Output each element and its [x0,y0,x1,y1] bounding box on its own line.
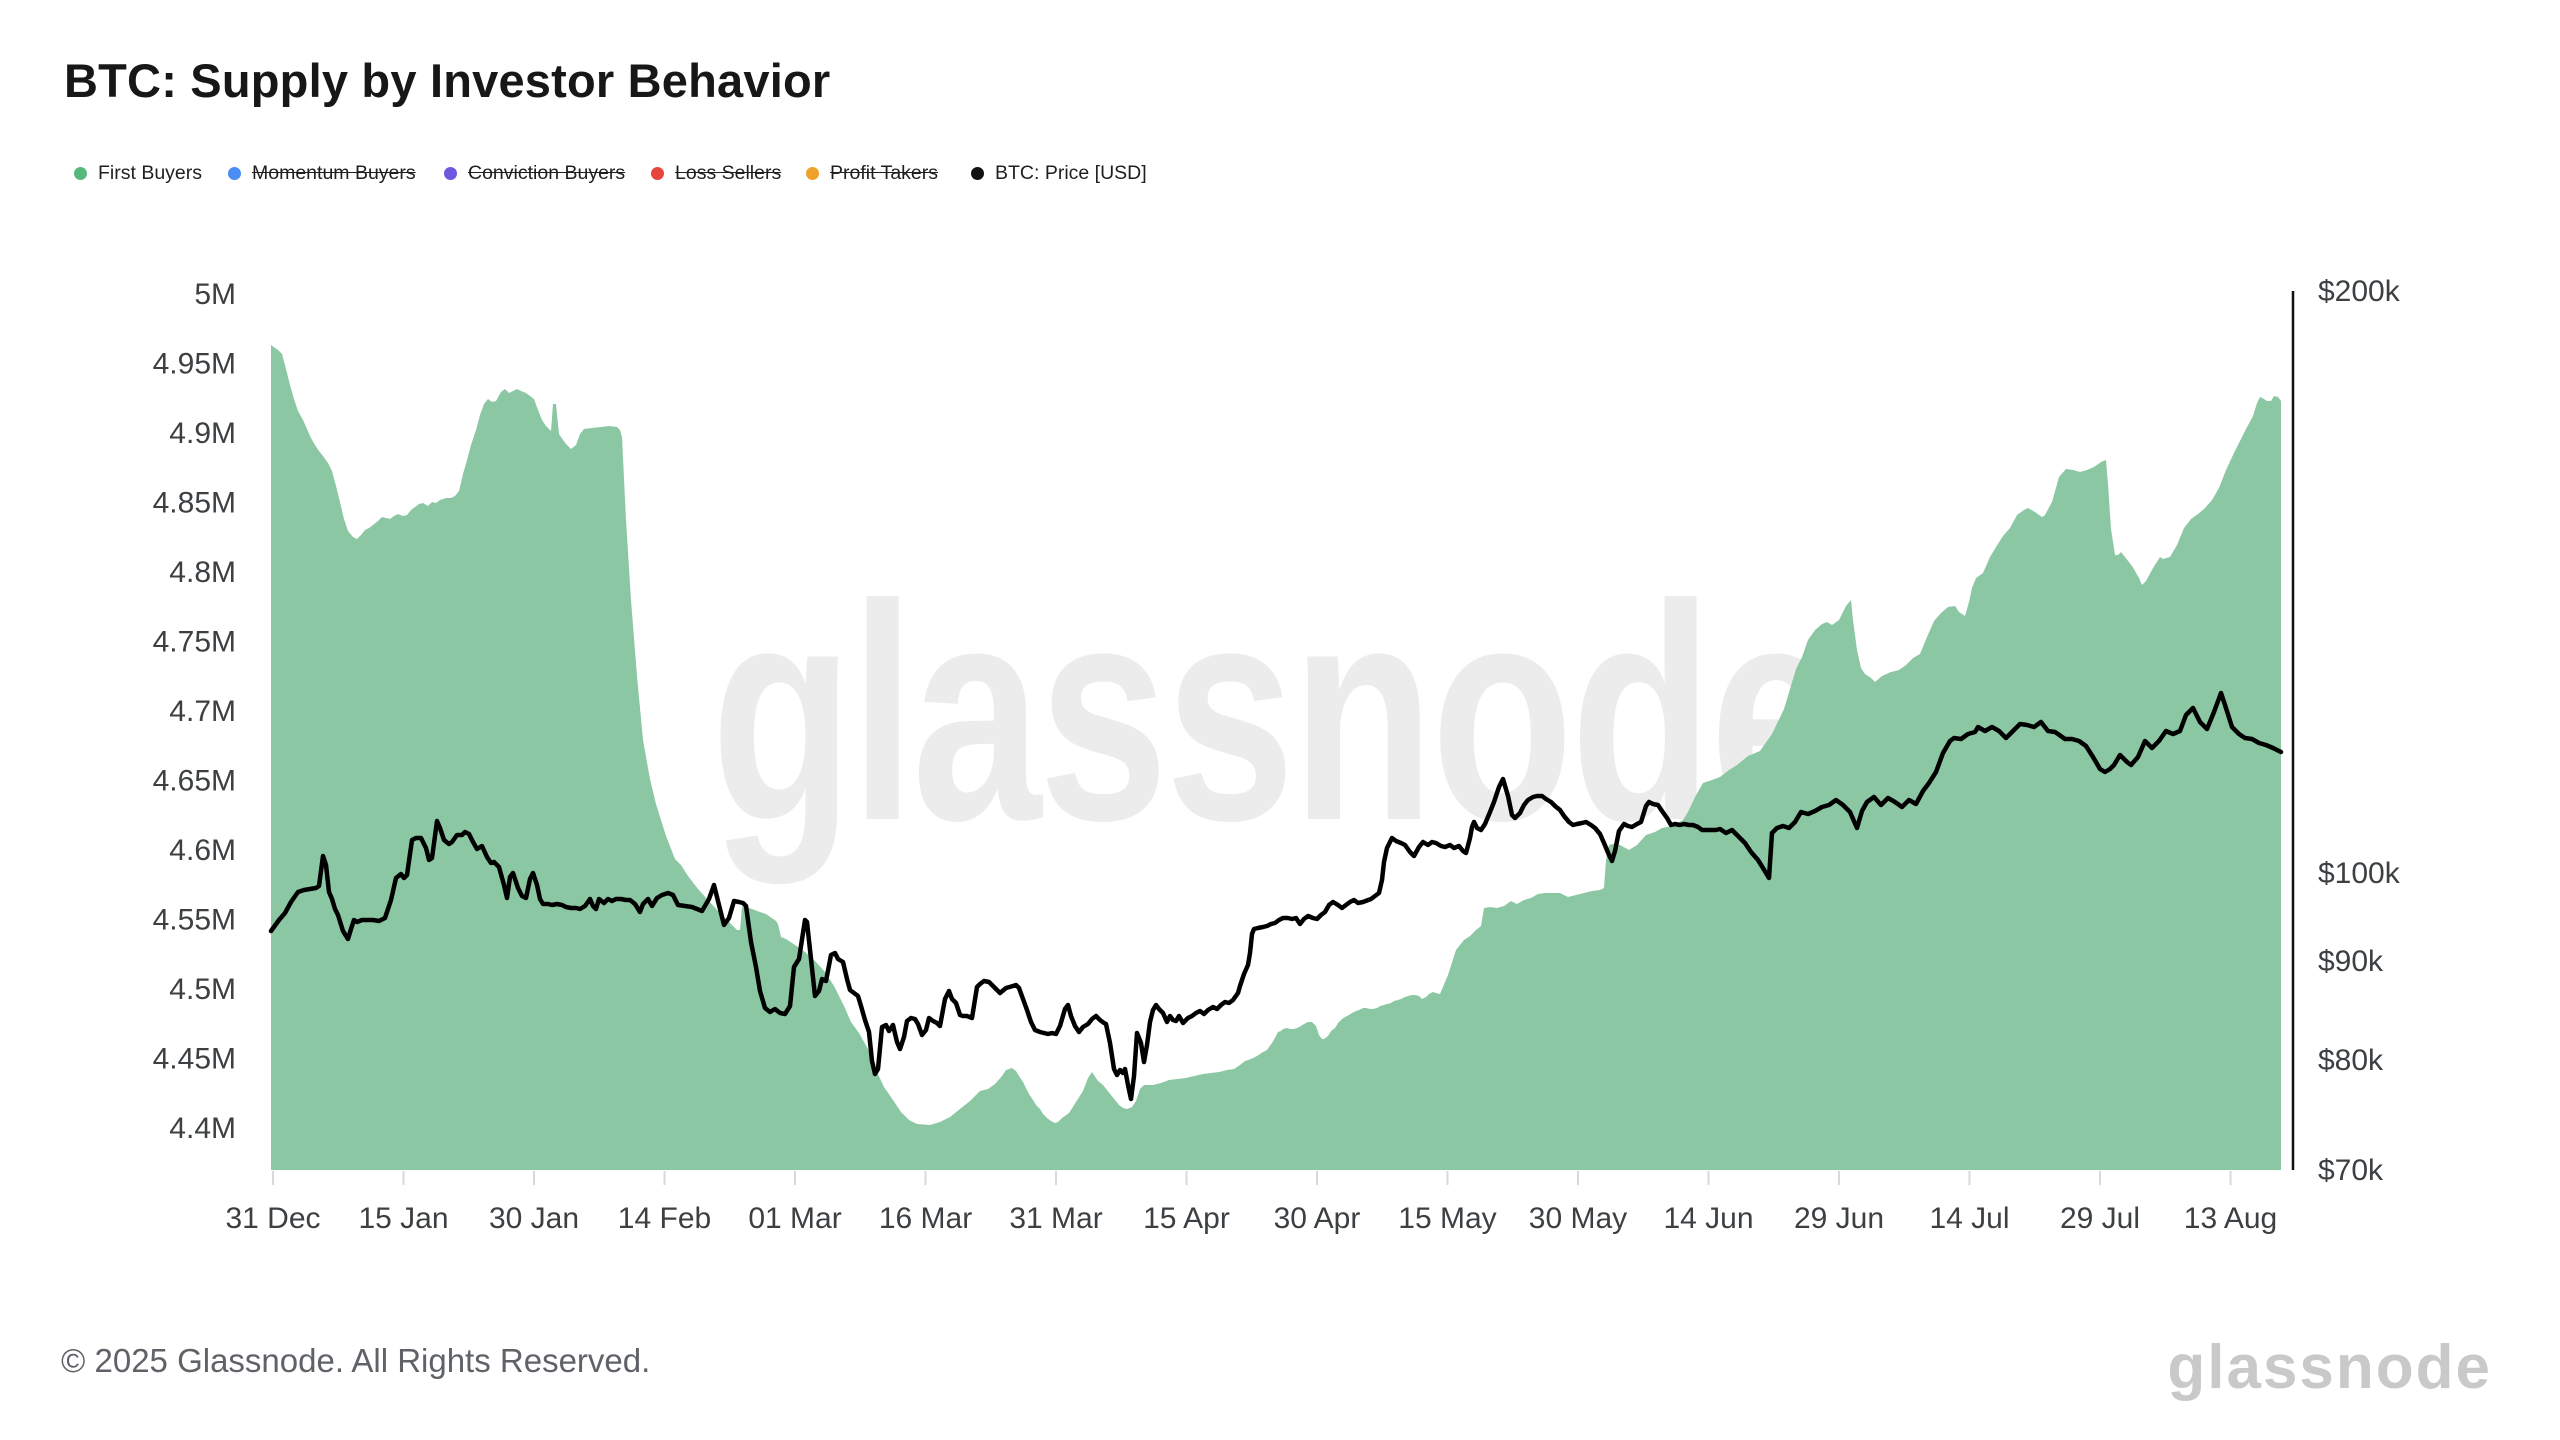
svg-text:31 Mar: 31 Mar [1009,1202,1102,1235]
svg-text:4.9M: 4.9M [169,417,236,450]
svg-text:4.4M: 4.4M [169,1112,236,1145]
svg-text:14 Feb: 14 Feb [618,1202,711,1235]
svg-text:$90k: $90k [2318,945,2384,978]
svg-text:15 May: 15 May [1398,1202,1496,1235]
svg-text:29 Jun: 29 Jun [1794,1202,1884,1235]
svg-text:30 May: 30 May [1529,1202,1627,1235]
svg-text:$80k: $80k [2318,1044,2384,1077]
svg-text:$70k: $70k [2318,1154,2384,1187]
svg-text:glassnode: glassnode [711,541,1836,887]
svg-text:4.45M: 4.45M [153,1043,236,1076]
svg-text:14 Jul: 14 Jul [1929,1202,2009,1235]
svg-text:$100k: $100k [2318,857,2401,890]
svg-text:15 Apr: 15 Apr [1143,1202,1230,1235]
svg-text:01 Mar: 01 Mar [748,1202,841,1235]
svg-text:4.5M: 4.5M [169,973,236,1006]
svg-text:4.85M: 4.85M [153,487,236,520]
svg-text:4.95M: 4.95M [153,348,236,381]
svg-text:16 Mar: 16 Mar [879,1202,972,1235]
svg-text:4.55M: 4.55M [153,904,236,937]
svg-text:5M: 5M [194,278,236,311]
svg-text:29 Jul: 29 Jul [2060,1202,2140,1235]
svg-text:4.8M: 4.8M [169,556,236,589]
svg-text:4.65M: 4.65M [153,765,236,798]
svg-text:30 Jan: 30 Jan [489,1202,579,1235]
svg-text:30 Apr: 30 Apr [1274,1202,1361,1235]
svg-text:$200k: $200k [2318,275,2401,308]
svg-text:4.6M: 4.6M [169,834,236,867]
svg-text:31 Dec: 31 Dec [225,1202,320,1235]
svg-text:13 Aug: 13 Aug [2184,1202,2277,1235]
svg-text:4.75M: 4.75M [153,626,236,659]
svg-text:14 Jun: 14 Jun [1663,1202,1753,1235]
svg-text:4.7M: 4.7M [169,695,236,728]
svg-text:15 Jan: 15 Jan [358,1202,448,1235]
